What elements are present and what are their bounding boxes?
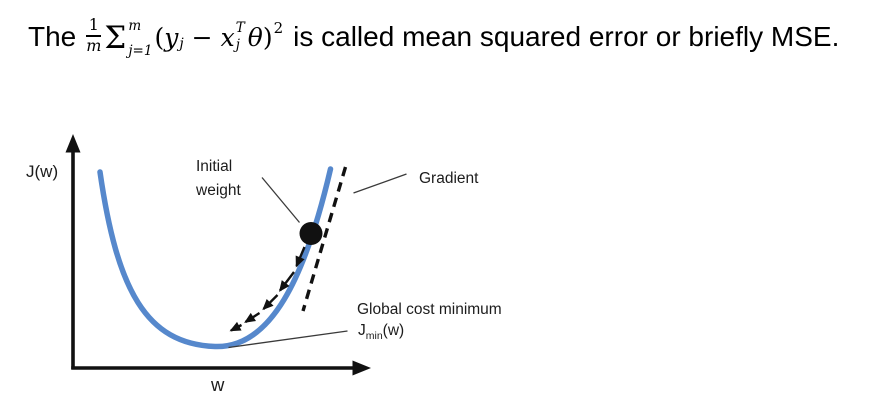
x-subscript: j [235, 37, 240, 53]
initial-weight-leader-line [261, 177, 300, 223]
jmin-main: J [358, 322, 366, 339]
jmin-subscript: min [365, 330, 383, 343]
sigma-symbol: Σ [104, 19, 127, 56]
sigma-lower-limit: j=1 [128, 42, 153, 59]
y-axis-label: J(w) [26, 162, 59, 181]
y-axis-arrowhead-icon [65, 134, 81, 153]
fraction-bar [86, 35, 102, 37]
formula-summation: Σ m j=1 [104, 18, 153, 59]
formula-expression: ( y j − x T j θ ) 2 [154, 18, 284, 53]
sigma-upper-limit: m [128, 18, 142, 34]
gradient-tangent-line [301, 166, 348, 312]
x-axis-arrowhead-icon [352, 360, 371, 376]
descent-arrow-5-icon [229, 321, 243, 332]
minus-sign: − [191, 22, 213, 52]
fraction-numerator: 1 [88, 15, 99, 35]
descent-arrow-4-icon [244, 311, 261, 324]
global-cost-minimum-label: Global cost minimum [357, 301, 502, 318]
callout-leader-lines [228, 173, 407, 349]
global-minimum-leader-line [228, 330, 348, 349]
title-suffix-text: is called mean squared error or briefly … [293, 21, 840, 52]
x-axis [71, 360, 371, 376]
y-subscript: j [179, 36, 184, 52]
close-paren: ) [262, 22, 273, 52]
descent-arrow-1-icon [295, 246, 306, 268]
open-paren: ( [154, 22, 165, 52]
descent-step-arrows [229, 246, 306, 332]
descent-arrow-2-icon [279, 271, 295, 292]
x-scripts: T j [235, 19, 245, 53]
title-sentence: The 1 m Σ m j=1 ( y j − x T j θ ) 2 is c… [28, 8, 839, 66]
initial-weight-dot [299, 222, 323, 245]
title-prefix-text: The [28, 21, 77, 52]
fraction-denominator: m [86, 36, 102, 55]
gradient-leader-line [353, 173, 407, 194]
sigma-limits: m j=1 [128, 18, 153, 59]
formula-fraction: 1 m [86, 15, 102, 55]
initial-weight-label: Initial weight [196, 158, 241, 199]
x-axis-label: w [211, 374, 225, 395]
descent-arrow-3-icon [262, 294, 279, 311]
y-axis [65, 134, 81, 369]
squared-exponent: 2 [273, 18, 284, 37]
y-variable: y [164, 22, 179, 52]
gradient-label: Gradient [419, 170, 479, 187]
theta-symbol: θ [247, 22, 263, 52]
x-variable: x [220, 22, 235, 52]
x-superscript: T [235, 19, 245, 36]
jmin-suffix: (w) [382, 322, 405, 339]
jmin-label: Jmin(w) [358, 322, 404, 343]
